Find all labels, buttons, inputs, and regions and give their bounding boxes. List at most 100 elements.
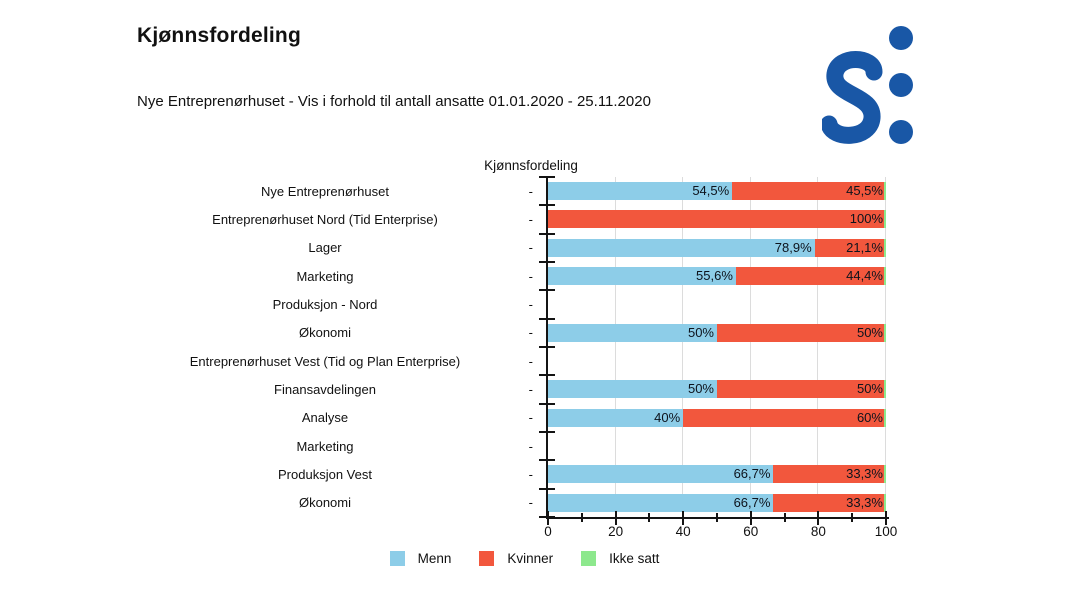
bar-segment-menn: 40% [548, 408, 684, 427]
category-label: Produksjon Vest [278, 466, 372, 482]
bar-segment-menn: 54,5% [548, 182, 733, 201]
bar-segment-menn: 66,7% [548, 465, 774, 484]
category-label: Økonomi [298, 325, 352, 341]
row-axis-tick-label: - [528, 183, 533, 199]
y-tick [539, 374, 555, 377]
x-tick-100 [885, 511, 887, 525]
bar-segment-kvinner: 45,5% [732, 182, 886, 201]
bar-segment-kvinner: 21,1% [814, 238, 886, 257]
chart-row: Økonomi - 50% 50% [137, 319, 888, 347]
bar-stack: 54,5% 45,5% [548, 182, 886, 201]
chart-row: Entreprenørhuset Nord (Tid Enterprise) - 1… [137, 205, 888, 233]
row-axis-tick-label: - [528, 495, 533, 511]
y-tick [539, 261, 555, 263]
x-tick-label-0: 0 [544, 524, 552, 539]
x-minor-tick-50 [716, 513, 718, 522]
legend-label: Ikke satt [609, 551, 660, 566]
bar-stack [548, 352, 886, 370]
y-tick [539, 232, 555, 235]
x-tick-0 [547, 511, 549, 525]
page-subtitle: Nye Entreprenørhuset - Vis i forhold til… [137, 93, 651, 110]
bar-segment-kvinner: 33,3% [773, 493, 886, 512]
gridline-100 [885, 177, 886, 517]
x-tick-60 [749, 511, 752, 525]
legend-swatch [479, 551, 495, 566]
bar-stack: 100% [548, 210, 886, 229]
chart-title: Kjønnsfordeling [484, 158, 578, 173]
gridline-80 [817, 177, 819, 517]
x-minor-tick-10 [580, 513, 583, 522]
category-label: Finansavdelingen [274, 381, 376, 397]
gridline-20 [614, 177, 616, 517]
y-tick [539, 459, 555, 462]
x-tick-20 [614, 511, 617, 525]
x-tick-label-20: 20 [608, 524, 624, 539]
category-label: Nye Entreprenørhuset [261, 183, 389, 199]
x-minor-tick-90 [851, 513, 854, 522]
legend-swatch [581, 551, 597, 566]
x-tick-label-100: 100 [874, 524, 898, 539]
bar-value-label: 33,3% [846, 494, 883, 510]
bar-segment-ikke-satt [884, 380, 886, 399]
row-axis-tick-label: - [528, 381, 533, 397]
y-tick [539, 204, 555, 207]
x-minor-tick-30 [648, 513, 651, 522]
bar-value-label: 45,5% [846, 183, 883, 199]
chart-row: Nye Entreprenørhuset - 54,5% 45,5% [137, 177, 888, 205]
bar-value-label: 66,7% [733, 466, 771, 482]
row-axis-tick-label: - [528, 438, 533, 454]
row-axis-tick-label: - [528, 410, 533, 426]
y-axis-line [546, 177, 548, 519]
category-label: Marketing [296, 268, 354, 284]
chart-row: Produksjon - Nord - [137, 290, 888, 318]
legend-item-ikke-satt: Ikke satt [581, 551, 659, 566]
chart-rows: Nye Entreprenørhuset - 54,5% 45,5% Entrepren… [137, 177, 888, 517]
bar-value-label: 21,1% [846, 239, 883, 255]
row-axis-tick-label: - [528, 353, 533, 369]
category-label: Marketing [296, 438, 354, 454]
x-tick-40 [682, 511, 685, 525]
logo-s-glyph [822, 51, 883, 144]
gridline-60 [749, 177, 751, 517]
chart-legend: Menn Kvinner Ikke satt [137, 551, 912, 566]
bar-stack [548, 437, 886, 455]
bar-segment-ikke-satt [884, 238, 886, 257]
chart-row: Produksjon Vest - 66,7% 33,3% [137, 460, 888, 488]
bar-segment-kvinner: 50% [717, 323, 886, 342]
bar-segment-ikke-satt [884, 323, 886, 342]
y-tick [539, 431, 555, 433]
page-title: Kjønnsfordeling [137, 24, 301, 47]
bar-value-label: 40% [654, 409, 681, 425]
category-label: Analyse [301, 410, 349, 426]
bar-stack: 40% 60% [548, 408, 886, 427]
legend-item-kvinner: Kvinner [479, 551, 553, 566]
bar-segment-ikke-satt [884, 408, 886, 427]
x-minor-tick-70 [783, 513, 786, 522]
bar-stack: 66,7% 33,3% [548, 493, 886, 512]
bar-value-label: 50% [856, 324, 883, 340]
bar-value-label: 100% [849, 211, 883, 227]
category-label: Økonomi [298, 495, 352, 511]
row-axis-tick-label: - [528, 325, 533, 341]
bar-value-label: 55,6% [696, 268, 733, 284]
bar-value-label: 54,5% [692, 183, 730, 199]
x-tick-label-40: 40 [675, 524, 691, 539]
chart-row: Finansavdelingen - 50% 50% [137, 375, 888, 403]
x-tick-80 [817, 511, 820, 525]
bar-stack [548, 295, 886, 313]
bar-value-label: 50% [687, 381, 714, 397]
logo-dot-middle [889, 73, 913, 97]
chart-row: Lager - 78,9% 21,1% [137, 234, 888, 262]
y-tick [539, 487, 555, 490]
y-tick [539, 176, 555, 178]
legend-swatch [389, 551, 405, 566]
bar-stack: 55,6% 44,4% [548, 267, 886, 286]
x-tick-label-80: 80 [810, 524, 826, 539]
plot-gridlines [548, 177, 886, 517]
x-tick-label-60: 60 [743, 524, 759, 539]
bar-value-label: 60% [856, 409, 883, 425]
simployer-logo [822, 26, 913, 144]
bar-segment-menn: 50% [548, 323, 717, 342]
category-label: Produksjon - Nord [272, 296, 378, 312]
logo-dot-bottom [889, 120, 913, 144]
